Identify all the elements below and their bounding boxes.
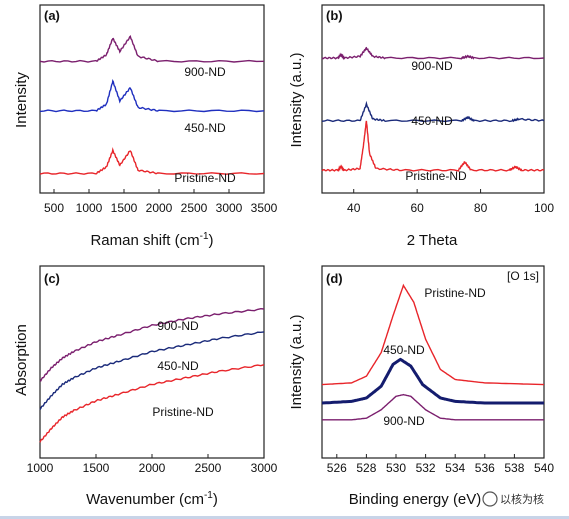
panel-d-xticks: 526 528 530 532 534 536 538 540 xyxy=(327,454,554,475)
panel-b-xlabel: 2 Theta xyxy=(407,232,458,249)
panel-d-annotation: [O 1s] xyxy=(507,269,539,283)
tick-label: 1000 xyxy=(27,461,54,475)
series-line-450-nd xyxy=(39,331,265,410)
panel-d-ylabel: Intensity (a.u.) xyxy=(288,314,305,409)
panel-a-series-group: 900-ND 450-ND Pristine-ND xyxy=(39,34,265,185)
panel-c-ylabel: Absorption xyxy=(13,324,30,396)
series-line-450-nd xyxy=(321,357,544,405)
series-line-450-nd xyxy=(39,79,265,113)
panel-a-label: (a) xyxy=(44,8,60,23)
tick-label: 2000 xyxy=(139,461,166,475)
tick-label: 2500 xyxy=(195,461,222,475)
watermark-icon xyxy=(482,491,498,507)
tick-label: 1000 xyxy=(76,201,103,215)
tick-label: 3500 xyxy=(251,201,278,215)
tick-label: 526 xyxy=(327,461,347,475)
series-line-900-nd xyxy=(321,46,545,61)
series-line-900-nd xyxy=(322,393,544,421)
panel-b-ylabel: Intensity (a.u.) xyxy=(288,52,305,147)
watermark-text: 以核为核 xyxy=(500,492,544,506)
series-label-900-nd: 900-ND xyxy=(411,59,453,73)
panel-b-series-group: 900-ND 450-ND Pristine-ND xyxy=(321,46,545,183)
panel-b-frame xyxy=(321,4,545,194)
panel-a: (a) 900-ND 450-ND Pristine-ND 500 1000 1500 2… xyxy=(13,4,278,249)
tick-label: 2000 xyxy=(146,201,173,215)
panel-b: (b) 900-ND 450-ND Pristine-ND 40 60 80 100 In… xyxy=(288,4,554,249)
tick-label: 530 xyxy=(386,461,406,475)
watermark: 以核为核 xyxy=(482,491,544,507)
panel-c-xlabel: Wavenumber (cm-1) xyxy=(86,490,218,508)
tick-label: 60 xyxy=(410,201,424,215)
tick-label: 80 xyxy=(474,201,488,215)
tick-label: 538 xyxy=(504,461,524,475)
panel-d-frame xyxy=(321,265,545,459)
tick-label: 500 xyxy=(44,201,64,215)
tick-label: 3000 xyxy=(216,201,243,215)
tick-label: 536 xyxy=(475,461,495,475)
panel-c-series-group: 900-ND 450-ND Pristine-ND xyxy=(39,307,265,443)
series-label-pristine-nd: Pristine-ND xyxy=(174,171,236,185)
footer-line xyxy=(0,516,569,519)
series-line-pristine-nd xyxy=(321,283,545,386)
tick-label: 532 xyxy=(416,461,436,475)
series-label-450-nd: 450-ND xyxy=(184,121,226,135)
series-label-pristine-nd: Pristine-ND xyxy=(405,169,467,183)
tick-label: 1500 xyxy=(111,201,138,215)
panel-c-frame xyxy=(39,265,265,459)
panel-c: (c) 900-ND 450-ND Pristine-ND 1000 1500 2000… xyxy=(13,265,278,508)
series-line-900-nd xyxy=(39,34,265,63)
tick-label: 40 xyxy=(347,201,361,215)
panel-d-xlabel: Binding energy (eV) xyxy=(349,491,482,508)
series-line-450-nd xyxy=(321,100,545,123)
panel-c-xticks: 1000 1500 2000 2500 3000 xyxy=(27,454,278,475)
panel-a-frame xyxy=(39,4,265,194)
series-line-pristine-nd xyxy=(39,364,265,443)
tick-label: 528 xyxy=(356,461,376,475)
series-label-pristine-nd: Pristine-ND xyxy=(152,405,214,419)
series-label-900-nd: 900-ND xyxy=(383,414,425,428)
series-line-pristine-nd xyxy=(321,120,545,173)
panel-b-xticks: 40 60 80 100 xyxy=(347,189,554,215)
tick-label: 540 xyxy=(534,461,554,475)
tick-label: 1500 xyxy=(83,461,110,475)
panel-a-ylabel: Intensity xyxy=(13,72,30,128)
tick-label: 100 xyxy=(534,201,554,215)
series-label-900-nd: 900-ND xyxy=(184,65,226,79)
panel-d-series-group: Pristine-ND 450-ND 900-ND xyxy=(321,283,545,428)
panel-d-label: (d) xyxy=(326,271,343,286)
series-label-450-nd: 450-ND xyxy=(411,114,453,128)
tick-label: 534 xyxy=(445,461,465,475)
series-label-pristine-nd: Pristine-ND xyxy=(424,286,486,300)
series-label-900-nd: 900-ND xyxy=(157,319,199,333)
tick-label: 2500 xyxy=(181,201,208,215)
series-label-450-nd: 450-ND xyxy=(383,343,425,357)
tick-label: 3000 xyxy=(251,461,278,475)
series-line-pristine-nd xyxy=(39,147,265,175)
panel-b-label: (b) xyxy=(326,8,343,23)
panel-a-xticks: 500 1000 1500 2000 2500 3000 3500 xyxy=(44,189,278,215)
panel-c-label: (c) xyxy=(44,271,60,286)
panel-a-xlabel: Raman shift (cm-1) xyxy=(90,231,213,249)
series-line-900-nd xyxy=(39,307,265,382)
series-label-450-nd: 450-ND xyxy=(157,359,199,373)
